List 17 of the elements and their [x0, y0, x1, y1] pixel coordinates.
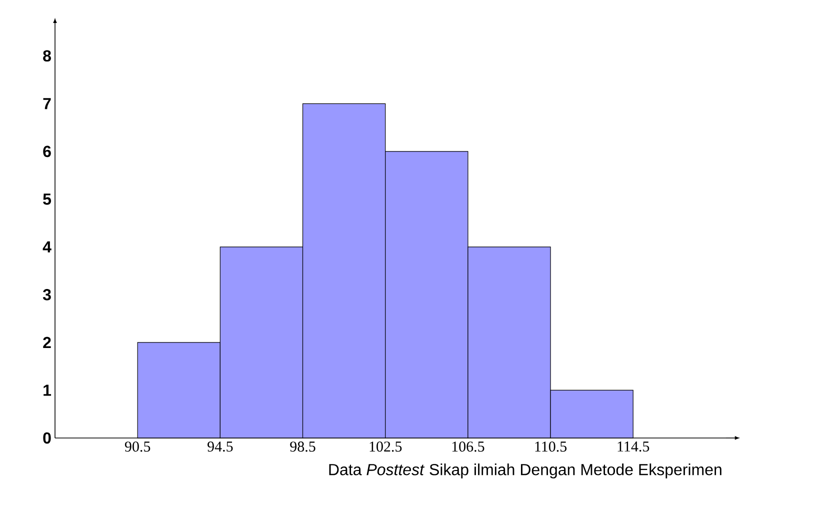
x-tick-label: 90.5	[124, 442, 150, 452]
y-tick-label: 4	[42, 241, 52, 252]
y-tick-label: 3	[42, 289, 51, 300]
x-tick-label: 106.5	[452, 442, 484, 452]
y-tick-label: 8	[43, 50, 51, 62]
y-tick-label: 6	[43, 146, 51, 158]
x-axis-title: Data Posttest Sikap ilmiah Dengan Metode Eksperimen	[329, 464, 722, 478]
x-tick-label: 114.5	[618, 442, 650, 452]
x-tick-label: 94.5	[208, 442, 233, 452]
y-tick-label: 0	[43, 432, 51, 444]
x-tick-label: 98.5	[290, 442, 316, 452]
y-tick-label: 1	[44, 384, 52, 396]
y-tick-label: 5	[43, 194, 52, 205]
y-tick-label: 2	[43, 336, 51, 348]
y-tick-label: 7	[43, 98, 51, 110]
x-tick-label: 110.5	[535, 442, 567, 452]
x-tick-label: 102.5	[370, 442, 402, 452]
